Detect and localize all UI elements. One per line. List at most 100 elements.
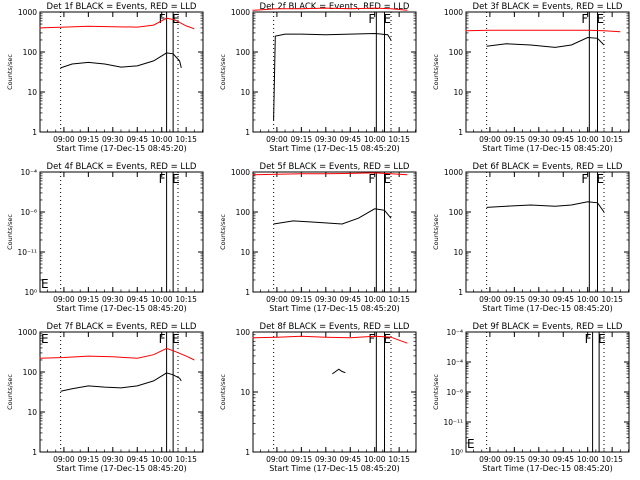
x-tick-label: 10:00 [577,295,599,304]
plot-frame [465,331,630,453]
y-tick-label: 10 [240,388,250,397]
x-axis-label: Start Time (17-Dec-15 08:45:20) [482,464,613,473]
x-tick-label: 10:15 [601,135,623,144]
x-tick-label: 09:45 [339,135,361,144]
series-line [252,172,408,176]
y-tick-label: 10⁰ [450,448,463,457]
x-tick-label: 09:00 [53,135,75,144]
y-tick-label: 1000 [18,328,37,337]
x-tick-label: 09:00 [53,295,75,304]
x-tick-label: 09:15 [291,295,313,304]
y-tick-label: 1 [245,128,250,137]
series-line [60,372,182,392]
y-tick-label: 10 [240,88,250,97]
chart-title: Det 2f BLACK = Events, RED = LLD [260,2,410,12]
y-tick-label: 100 [23,48,38,57]
x-tick-label: 09:00 [53,455,75,464]
x-tick-label: 09:30 [315,295,337,304]
y-axis-label: Counts/sec [6,374,14,410]
y-axis-label: Counts/sec [432,374,440,410]
x-tick-label: 10:00 [151,135,173,144]
x-tick-label: 09:30 [528,135,550,144]
marker-label: E [172,332,180,346]
y-axis-label: Counts/sec [219,214,227,250]
x-tick-label: 10:15 [601,455,623,464]
series-line [273,208,392,225]
y-tick-label: 100 [449,48,464,57]
marker-label: F [368,332,375,346]
y-tick-label: 1000 [444,168,463,177]
y-axis-label: Counts/sec [219,54,227,90]
x-tick-label: 09:30 [102,135,124,144]
x-tick-label: 10:00 [364,295,386,304]
x-tick-label: 10:00 [577,455,599,464]
plot-frame [252,11,417,133]
marker-label: F [159,332,166,346]
x-tick-label: 09:00 [479,455,501,464]
plot-frame [39,11,204,133]
y-tick-label: 100 [23,368,38,377]
y-tick-label: 10⁻¹¹ [17,248,37,257]
marker-label: F [585,332,592,346]
y-tick-label: 100 [236,328,251,337]
y-axis-label: Counts/sec [6,214,14,250]
x-tick-label: 09:30 [315,135,337,144]
x-tick-label: 09:15 [504,455,526,464]
y-tick-label: 1 [32,448,37,457]
x-tick-label: 09:15 [291,455,313,464]
detector-panel: Det 2f BLACK = Events, RED = LLD Counts/s… [219,2,417,153]
x-tick-label: 10:15 [388,295,410,304]
marker-label: F [581,172,588,186]
x-tick-label: 10:15 [175,455,197,464]
y-tick-label: 1 [458,288,463,297]
plot-frame [465,11,630,133]
x-axis-label: Start Time (17-Dec-15 08:45:20) [56,304,187,313]
y-tick-label: 100 [449,208,464,217]
marker-label: F [368,172,375,186]
y-tick-label: 1000 [18,8,37,17]
y-axis-label: Counts/sec [219,374,227,410]
y-tick-label: 10⁻⁶ [20,208,37,217]
x-tick-label: 10:15 [175,295,197,304]
x-tick-label: 09:45 [126,455,148,464]
detector-panel: Det 8f BLACK = Events, RED = LLD Counts/s… [219,322,417,473]
x-tick-label: 09:15 [78,135,100,144]
detector-panel: Det 9f BLACK = Events, RED = LLD Counts/s… [432,322,630,473]
x-tick-label: 09:00 [266,455,288,464]
x-tick-label: 10:00 [151,295,173,304]
x-tick-label: 09:30 [528,295,550,304]
series-line [39,17,195,30]
x-tick-label: 09:30 [528,455,550,464]
marker-label: E [41,332,49,346]
series-line [39,347,195,361]
plot-frame [465,171,630,293]
x-tick-label: 09:00 [479,135,501,144]
y-tick-label: 10 [27,88,37,97]
x-tick-label: 09:45 [339,295,361,304]
marker-label: E [172,172,180,186]
x-tick-label: 10:00 [364,135,386,144]
x-tick-label: 10:15 [601,295,623,304]
plot-frame [39,171,204,293]
x-tick-label: 09:45 [126,295,148,304]
y-tick-label: 10 [453,248,463,257]
x-tick-label: 09:45 [126,135,148,144]
x-tick-label: 10:00 [364,455,386,464]
x-tick-label: 09:45 [552,455,574,464]
marker-label: E [41,277,49,291]
marker-label: F [581,12,588,26]
chart-title: Det 9f BLACK = Events, RED = LLD [473,322,623,332]
y-tick-label: 10 [453,88,463,97]
detector-panel: Det 4f BLACK = Events, RED = LLD Counts/s… [6,162,204,313]
y-tick-label: 1000 [444,8,463,17]
chart-title: Det 3f BLACK = Events, RED = LLD [473,2,623,12]
detector-panel: Det 5f BLACK = Events, RED = LLD Counts/s… [219,162,417,313]
chart-title: Det 6f BLACK = Events, RED = LLD [473,162,623,172]
y-tick-label: 1000 [231,8,250,17]
series-line [252,335,408,344]
plot-frame [252,171,417,293]
x-tick-label: 09:45 [552,295,574,304]
x-tick-label: 10:00 [151,455,173,464]
x-tick-label: 09:30 [315,455,337,464]
y-tick-label: 1 [245,448,250,457]
